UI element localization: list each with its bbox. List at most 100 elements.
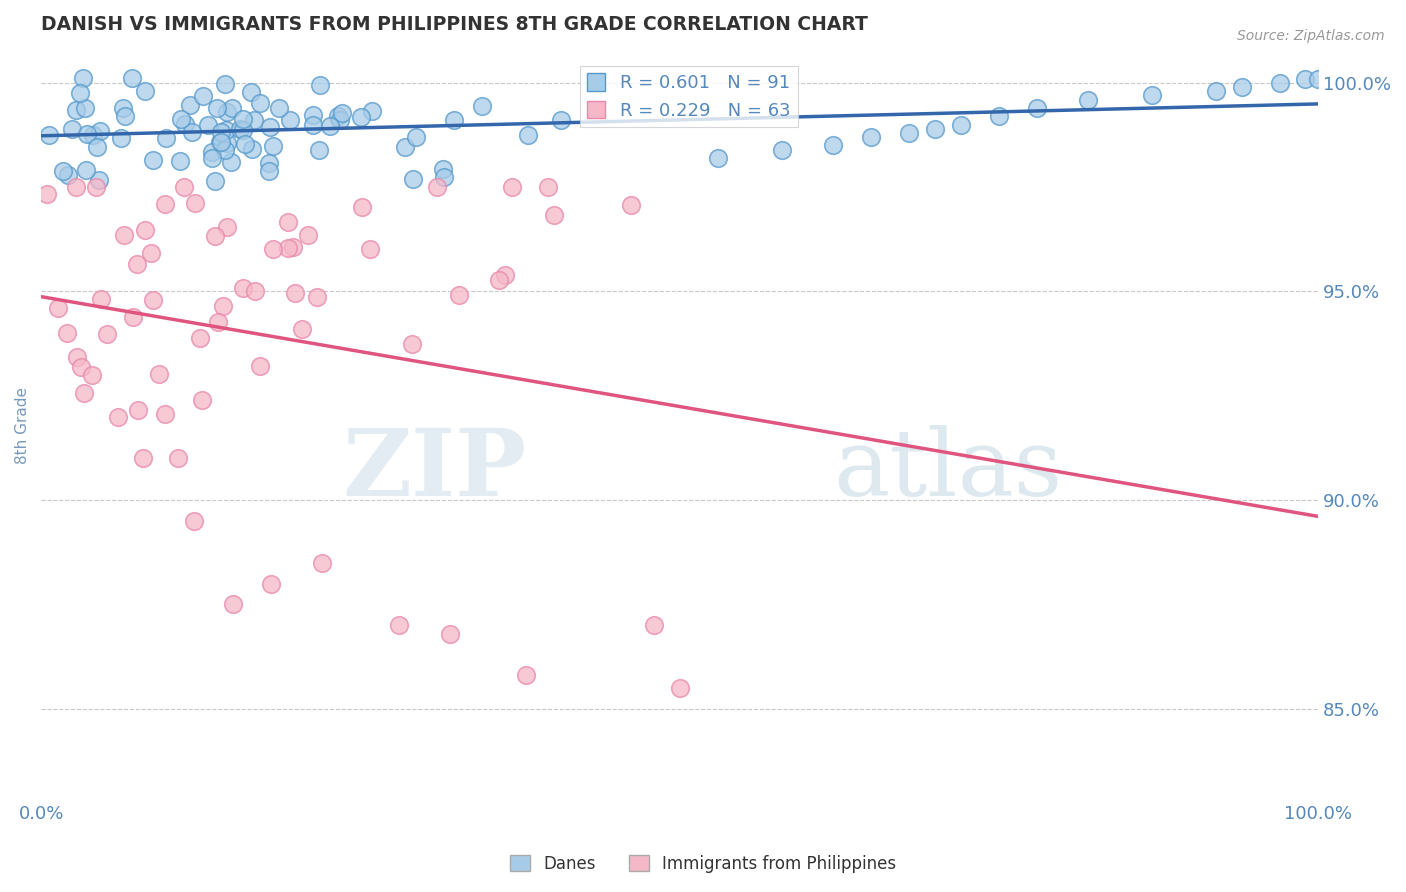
- Point: [1140, 88, 1163, 103]
- Point: [281, 239, 304, 253]
- Point: [204, 228, 226, 243]
- Point: [142, 153, 165, 168]
- Point: [302, 118, 325, 132]
- Point: [209, 125, 232, 139]
- Point: [243, 284, 266, 298]
- Point: [328, 109, 350, 123]
- Point: [242, 112, 264, 127]
- Point: [405, 129, 427, 144]
- Point: [73, 101, 96, 115]
- Point: [65, 180, 87, 194]
- Point: [86, 140, 108, 154]
- Point: [112, 227, 135, 242]
- Point: [949, 118, 972, 132]
- Point: [668, 681, 690, 695]
- Point: [267, 101, 290, 115]
- Point: [173, 117, 195, 131]
- Point: [352, 200, 374, 214]
- Point: [212, 299, 235, 313]
- Point: [65, 103, 87, 117]
- Point: [987, 109, 1010, 123]
- Point: [1205, 84, 1227, 98]
- Point: [37, 186, 59, 201]
- Point: [201, 145, 224, 159]
- Point: [433, 170, 456, 185]
- Point: [309, 78, 332, 93]
- Point: [191, 392, 214, 407]
- Point: [240, 85, 263, 99]
- Point: [148, 367, 170, 381]
- Point: [139, 246, 162, 260]
- Point: [249, 359, 271, 374]
- Point: [277, 214, 299, 228]
- Point: [110, 131, 132, 145]
- Point: [219, 155, 242, 169]
- Point: [359, 242, 381, 256]
- Point: [394, 140, 416, 154]
- Point: [52, 163, 75, 178]
- Point: [240, 142, 263, 156]
- Point: [72, 71, 94, 86]
- Point: [197, 118, 219, 132]
- Point: [153, 196, 176, 211]
- Point: [66, 350, 89, 364]
- Point: [311, 556, 333, 570]
- Legend: R = 0.601   N = 91, R = 0.229   N = 63: R = 0.601 N = 91, R = 0.229 N = 63: [581, 66, 797, 127]
- Point: [257, 163, 280, 178]
- Point: [924, 121, 946, 136]
- Point: [184, 195, 207, 210]
- Point: [214, 77, 236, 91]
- Point: [543, 208, 565, 222]
- Point: [56, 168, 79, 182]
- Point: [183, 514, 205, 528]
- Point: [821, 138, 844, 153]
- Point: [221, 598, 243, 612]
- Point: [402, 172, 425, 186]
- Point: [127, 257, 149, 271]
- Point: [89, 124, 111, 138]
- Point: [132, 451, 155, 466]
- Point: [207, 315, 229, 329]
- Point: [114, 109, 136, 123]
- Point: [332, 106, 354, 120]
- Point: [121, 310, 143, 325]
- Point: [217, 136, 239, 150]
- Point: [262, 242, 284, 256]
- Point: [214, 143, 236, 157]
- Point: [188, 331, 211, 345]
- Point: [232, 123, 254, 137]
- Point: [75, 163, 97, 178]
- Point: [770, 143, 793, 157]
- Point: [233, 136, 256, 151]
- Point: [550, 113, 572, 128]
- Point: [204, 174, 226, 188]
- Point: [209, 135, 232, 149]
- Point: [432, 162, 454, 177]
- Point: [1294, 71, 1316, 86]
- Point: [215, 122, 238, 136]
- Point: [173, 180, 195, 194]
- Point: [205, 101, 228, 115]
- Point: [87, 173, 110, 187]
- Point: [215, 105, 238, 120]
- Point: [1077, 93, 1099, 107]
- Text: atlas: atlas: [832, 425, 1062, 515]
- Point: [260, 576, 283, 591]
- Y-axis label: 8th Grade: 8th Grade: [15, 386, 30, 464]
- Point: [1026, 101, 1049, 115]
- Text: DANISH VS IMMIGRANTS FROM PHILIPPINES 8TH GRADE CORRELATION CHART: DANISH VS IMMIGRANTS FROM PHILIPPINES 8T…: [41, 15, 868, 34]
- Point: [308, 143, 330, 157]
- Point: [401, 336, 423, 351]
- Point: [112, 101, 135, 115]
- Point: [494, 268, 516, 282]
- Point: [208, 135, 231, 149]
- Point: [515, 668, 537, 682]
- Point: [229, 122, 252, 136]
- Point: [38, 128, 60, 142]
- Point: [180, 125, 202, 139]
- Point: [215, 219, 238, 234]
- Point: [121, 70, 143, 85]
- Point: [73, 385, 96, 400]
- Point: [278, 113, 301, 128]
- Point: [329, 112, 352, 127]
